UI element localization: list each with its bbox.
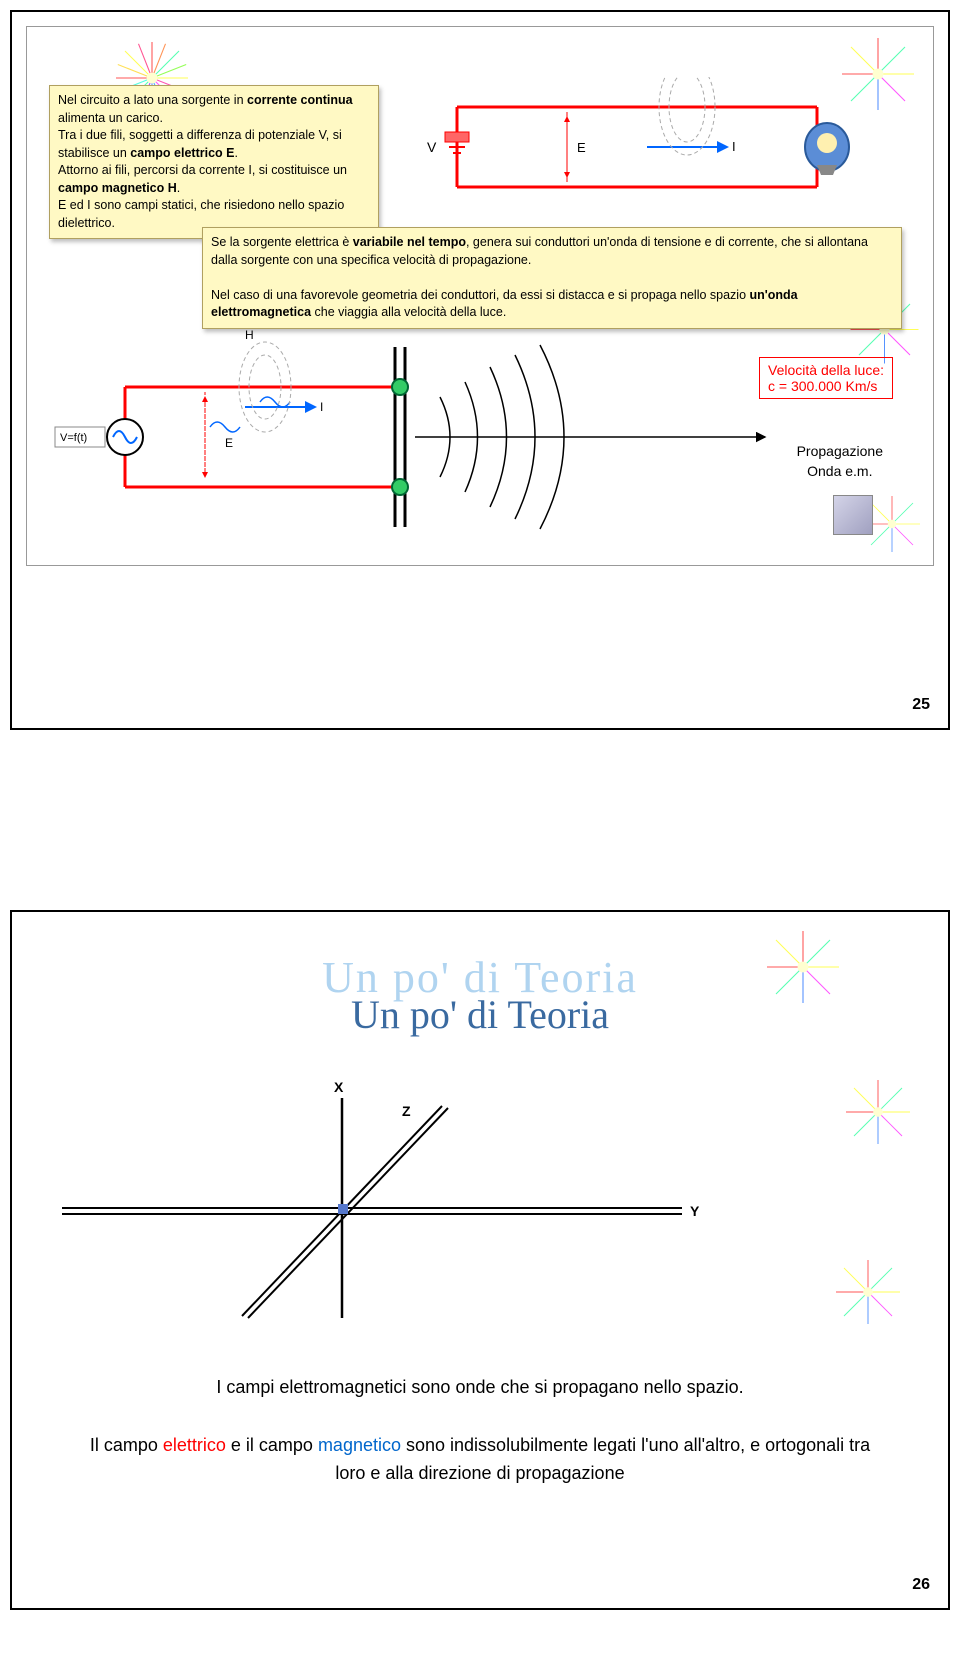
slide-inner: Nel circuito a lato una sorgente in corr… — [26, 26, 934, 566]
label-E2: E — [225, 436, 233, 450]
label-I2: I — [320, 400, 323, 414]
text-panel-2: Se la sorgente elettrica è variabile nel… — [202, 227, 902, 329]
axis-label-Y: Y — [690, 1203, 700, 1219]
label-E: E — [577, 140, 586, 155]
propagation-label: Propagazione Onda e.m. — [797, 442, 883, 481]
axes-diagram: Y X Z — [22, 1068, 722, 1328]
axis-label-X: X — [334, 1079, 344, 1095]
slide-25: Nel circuito a lato una sorgente in corr… — [10, 10, 950, 730]
firework-icon — [828, 1252, 908, 1332]
paragraph-2: Il campo elettrico e il campo magnetico … — [82, 1431, 878, 1489]
text-panel-1: Nel circuito a lato una sorgente in corr… — [49, 85, 379, 239]
speed-of-light-label: Velocità della luce: c = 300.000 Km/s — [759, 357, 893, 399]
label-I: I — [732, 139, 736, 154]
firework-icon — [758, 922, 848, 1012]
firework-icon — [838, 1072, 918, 1152]
label-H2: H — [245, 328, 254, 342]
body-text: I campi elettromagnetici sono onde che s… — [22, 1373, 938, 1488]
axis-label-Z: Z — [402, 1103, 411, 1119]
slide-26: Un po' di Teoria Un po' di Teoria Y X Z … — [10, 910, 950, 1610]
circuit-diagram-1: V E I H — [397, 77, 897, 217]
button-icon[interactable] — [833, 495, 873, 535]
label-Vf: V=f(t) — [60, 432, 87, 444]
label-V: V — [427, 139, 437, 155]
page-number: 25 — [912, 696, 930, 714]
lightbulb-icon — [805, 123, 849, 175]
paragraph-1: I campi elettromagnetici sono onde che s… — [82, 1373, 878, 1402]
page-number: 26 — [912, 1576, 930, 1594]
